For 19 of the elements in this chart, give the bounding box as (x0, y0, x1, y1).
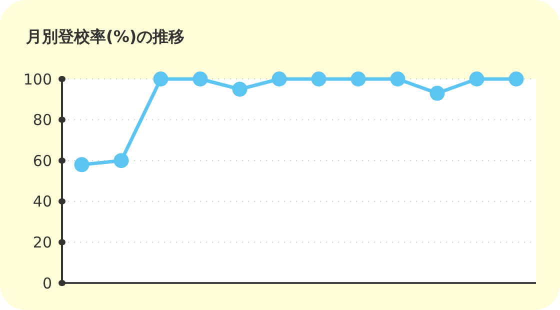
y-tick-label: 60 (32, 152, 52, 170)
y-tick-label: 20 (32, 233, 52, 252)
point (350, 72, 366, 86)
y-tick-label: 80 (32, 111, 52, 130)
point (74, 157, 90, 172)
y-tick-label: 40 (32, 192, 52, 211)
point (311, 72, 326, 86)
point (114, 153, 129, 168)
point (153, 72, 168, 86)
y-tick-label: 100 (23, 70, 52, 88)
point (232, 82, 248, 97)
point (192, 72, 208, 86)
point (469, 72, 484, 86)
chart-title: 月別登校率(%)の推移 (25, 27, 185, 46)
point (430, 86, 445, 101)
y-tick-label: 0 (42, 274, 52, 292)
point (272, 72, 287, 86)
point (390, 72, 406, 86)
point (508, 72, 524, 86)
